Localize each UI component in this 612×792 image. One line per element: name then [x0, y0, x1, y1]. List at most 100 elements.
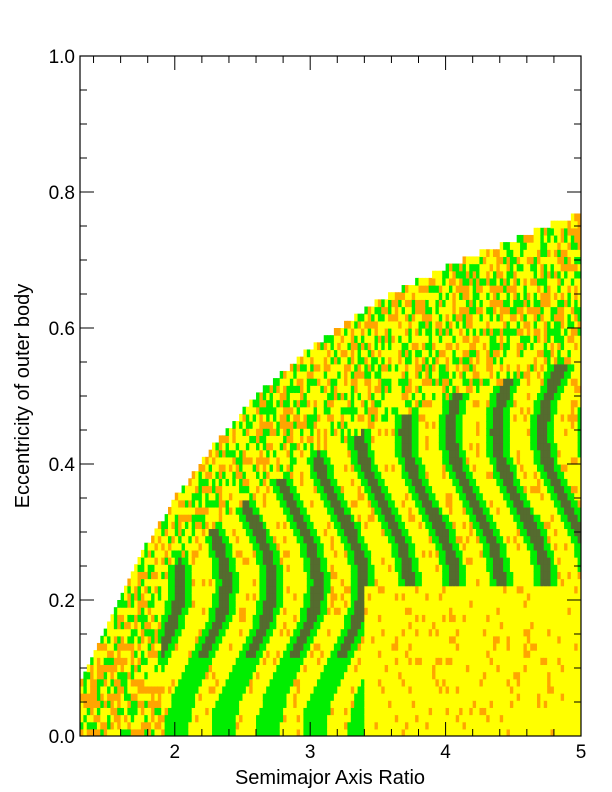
- heatmap-cell: [245, 650, 250, 658]
- heatmap-cell: [191, 700, 196, 708]
- heatmap-cell: [283, 728, 288, 736]
- heatmap-cell: [421, 335, 426, 343]
- heatmap-cell: [259, 657, 264, 666]
- heatmap-cell: [432, 399, 437, 408]
- heatmap-cell: [401, 399, 406, 408]
- heatmap-cell: [323, 485, 328, 494]
- heatmap-cell: [110, 707, 115, 716]
- heatmap-cell: [137, 650, 142, 658]
- heatmap-cell: [425, 521, 430, 530]
- heatmap-cell: [323, 392, 328, 401]
- heatmap-cell: [432, 406, 437, 415]
- heatmap-cell: [289, 671, 294, 680]
- heatmap-cell: [235, 542, 240, 551]
- heatmap-cell: [391, 435, 396, 444]
- heatmap-cell: [303, 578, 308, 587]
- heatmap-cell: [404, 306, 409, 315]
- heatmap-cell: [283, 471, 288, 479]
- heatmap-cell: [391, 693, 396, 701]
- heatmap-cell: [374, 700, 379, 708]
- heatmap-cell: [306, 585, 311, 594]
- heatmap-cell: [320, 428, 325, 436]
- heatmap-cell: [249, 557, 254, 565]
- heatmap-cell: [415, 285, 420, 293]
- heatmap-cell: [425, 356, 430, 365]
- heatmap-cell: [181, 592, 186, 601]
- heatmap-cell: [323, 707, 328, 716]
- heatmap-cell: [418, 456, 423, 465]
- heatmap-cell: [276, 521, 281, 530]
- heatmap-cell: [103, 635, 108, 644]
- heatmap-cell: [252, 542, 257, 551]
- heatmap-cell: [350, 585, 355, 594]
- heatmap-cell: [127, 628, 132, 637]
- heatmap-cell: [432, 621, 437, 630]
- heatmap-cell: [330, 693, 335, 701]
- heatmap-cell: [330, 621, 335, 630]
- heatmap-cell: [418, 435, 423, 444]
- heatmap-cell: [266, 678, 271, 687]
- heatmap-cell: [357, 564, 362, 572]
- heatmap-cell: [252, 707, 257, 716]
- heatmap-cell: [394, 506, 399, 515]
- heatmap-cell: [354, 485, 359, 494]
- heatmap-cell: [360, 392, 365, 401]
- heatmap-cell: [432, 657, 437, 666]
- heatmap-cell: [408, 356, 413, 365]
- heatmap-cell: [157, 564, 162, 572]
- heatmap-cell: [394, 421, 399, 429]
- heatmap-cell: [266, 614, 271, 623]
- heatmap-cell: [313, 650, 318, 658]
- heatmap-cell: [371, 650, 376, 658]
- heatmap-cell: [205, 614, 210, 623]
- heatmap-cell: [381, 320, 386, 329]
- heatmap-cell: [438, 406, 443, 415]
- heatmap-cell: [195, 707, 200, 716]
- heatmap-cell: [448, 449, 453, 458]
- heatmap-cell: [442, 657, 447, 666]
- heatmap-cell: [388, 485, 393, 494]
- heatmap-cell: [442, 693, 447, 701]
- heatmap-cell: [124, 721, 128, 730]
- heatmap-cell: [384, 392, 389, 401]
- heatmap-cell: [113, 685, 118, 694]
- heatmap-cell: [195, 600, 200, 608]
- heatmap-cell: [364, 535, 369, 544]
- heatmap-cell: [137, 585, 142, 594]
- heatmap-cell: [340, 557, 345, 565]
- heatmap-cell: [168, 549, 172, 558]
- heatmap-cell: [310, 728, 315, 736]
- heatmap-cell: [212, 542, 217, 551]
- heatmap-cell: [283, 421, 288, 429]
- heatmap-cell: [259, 528, 264, 537]
- heatmap-cell: [242, 721, 247, 730]
- heatmap-cell: [421, 421, 426, 429]
- heatmap-cell: [364, 700, 369, 708]
- heatmap-cell: [225, 628, 230, 637]
- heatmap-cell: [242, 471, 247, 479]
- heatmap-cell: [272, 564, 277, 572]
- heatmap-cell: [120, 642, 125, 651]
- heatmap-cell: [310, 392, 315, 401]
- heatmap-cell: [401, 693, 406, 701]
- heatmap-cell: [249, 499, 254, 508]
- heatmap-cell: [432, 693, 437, 701]
- heatmap-cell: [388, 406, 393, 415]
- heatmap-cell: [340, 363, 345, 372]
- heatmap-cell: [371, 456, 376, 465]
- heatmap-cell: [300, 707, 305, 716]
- heatmap-cell: [181, 621, 186, 630]
- heatmap-cell: [249, 506, 254, 515]
- heatmap-cell: [218, 678, 223, 687]
- heatmap-cell: [188, 628, 193, 637]
- heatmap-cell: [401, 328, 406, 336]
- heatmap-cell: [117, 671, 122, 680]
- heatmap-cell: [208, 464, 213, 472]
- heatmap-cell: [425, 499, 430, 508]
- heatmap-cell: [432, 320, 437, 329]
- heatmap-cell: [198, 485, 203, 494]
- heatmap-cell: [262, 621, 267, 630]
- heatmap-cell: [333, 464, 338, 472]
- heatmap-cell: [232, 607, 237, 615]
- heatmap-cell: [303, 707, 308, 716]
